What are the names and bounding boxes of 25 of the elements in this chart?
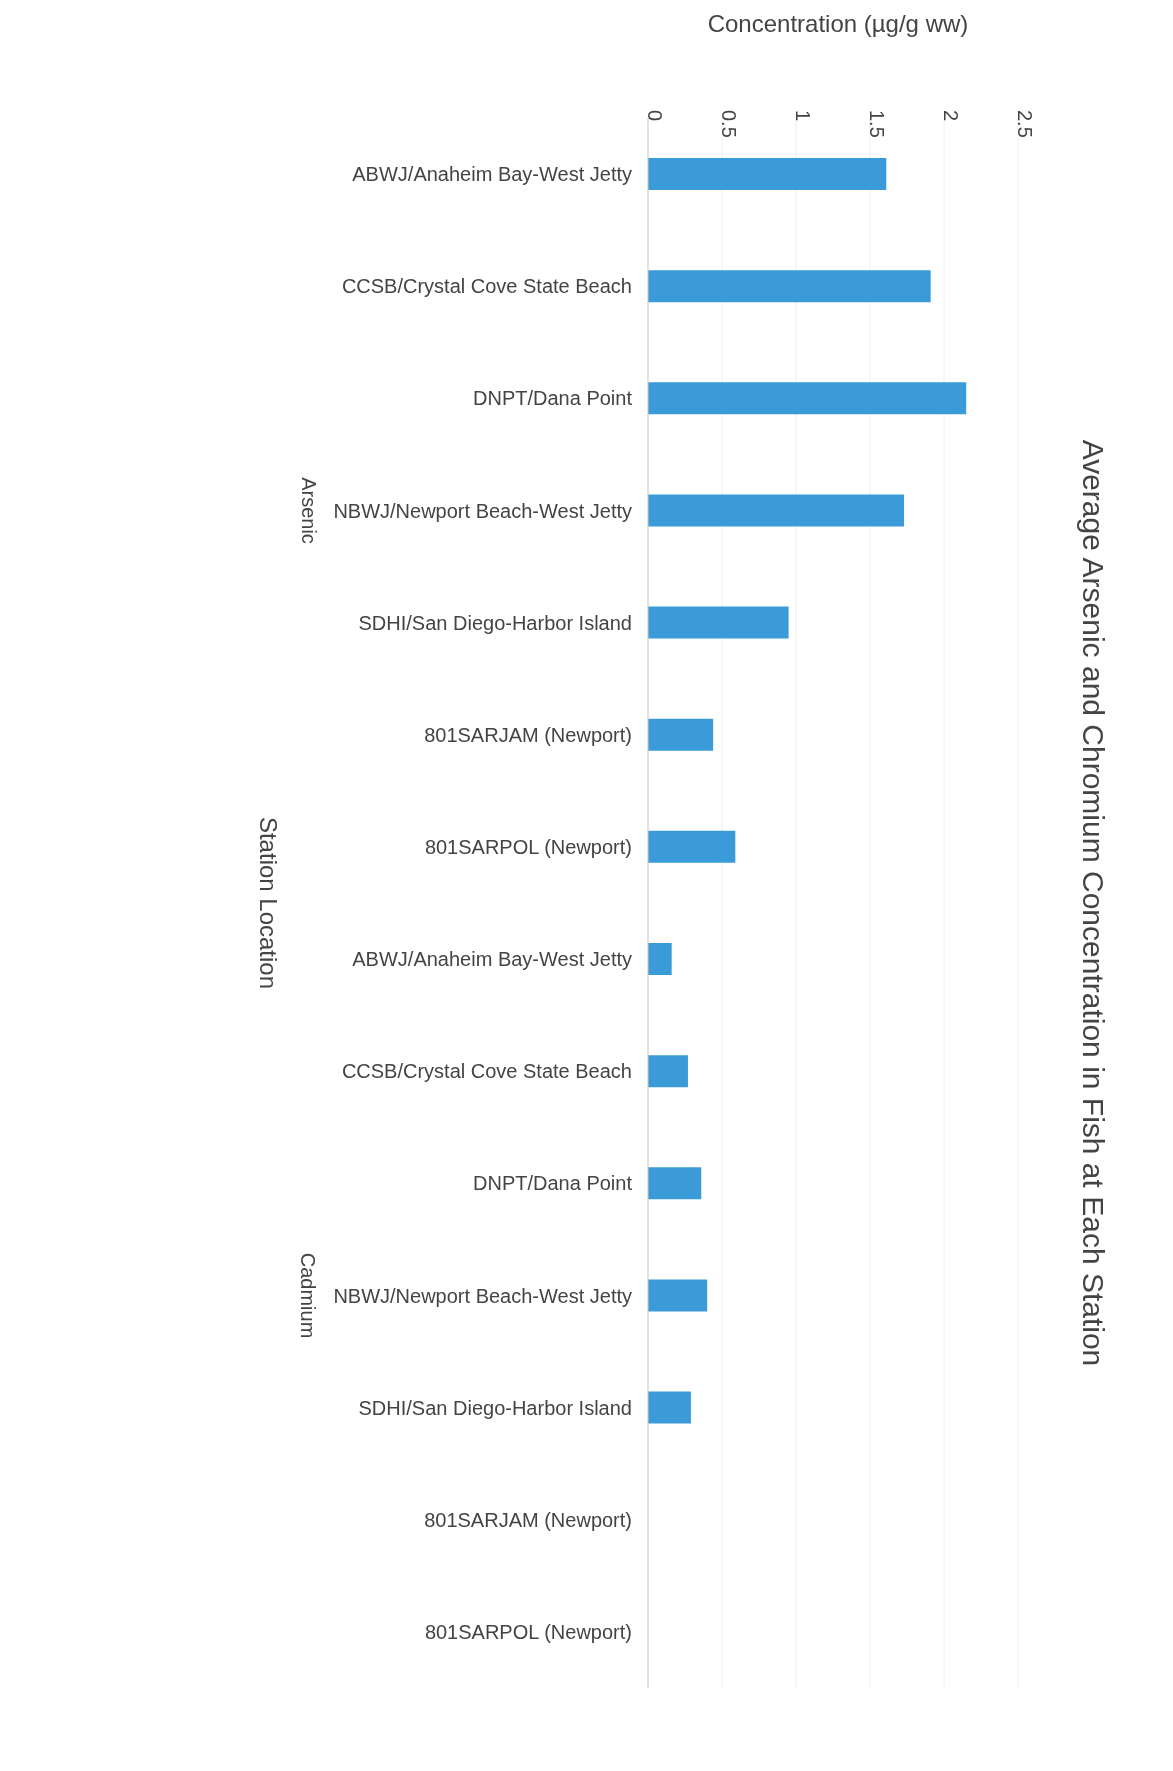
y-tick-label: DNPT/Dana Point: [473, 387, 633, 410]
x-tick-label: 0.5: [718, 110, 740, 138]
y-tick-label: NBWJ/Newport Beach-West Jetty: [333, 499, 632, 522]
y-tick-label: DNPT/Dana Point: [473, 1172, 633, 1195]
y-tick-label: 801SARJAM (Newport): [424, 723, 632, 746]
y-tick-label: ABWJ/Anaheim Bay-West Jetty: [352, 948, 632, 971]
x-tick-label: 1: [792, 110, 814, 122]
y-tick-label: CCSB/Crystal Cove State Beach: [341, 1060, 632, 1083]
y-axis-title: Station Location: [254, 816, 282, 990]
y-tick-label: 801SARPOL (Newport): [424, 1621, 632, 1644]
y-tick-label: SDHI/San Diego-Harbor Island: [358, 611, 632, 634]
y-tick-label: 801SARPOL (Newport): [424, 836, 632, 859]
x-tick-label: 2: [940, 110, 962, 122]
text: Average Arsenic and Chromium Concentration in Fish at Each Station: [1076, 439, 1111, 1367]
y-tick-label: ABWJ/Anaheim Bay-West Jetty: [352, 163, 632, 186]
text: Cadmium: [296, 1252, 320, 1339]
x-tick-label: 2.5: [1014, 110, 1036, 138]
y-tick-label: NBWJ/Newport Beach-West Jetty: [333, 1284, 632, 1307]
y-tick-label: 801SARJAM (Newport): [424, 1508, 632, 1531]
x-axis-title: Concentration (µg/g ww): [706, 10, 970, 38]
x-tick-label: 1.5: [866, 110, 888, 138]
x-tick-label: 0: [644, 110, 666, 122]
text: Arsenic: [296, 477, 320, 544]
y-tick-label: SDHI/San Diego-Harbor Island: [358, 1396, 632, 1419]
y-tick-label: CCSB/Crystal Cove State Beach: [341, 275, 632, 298]
